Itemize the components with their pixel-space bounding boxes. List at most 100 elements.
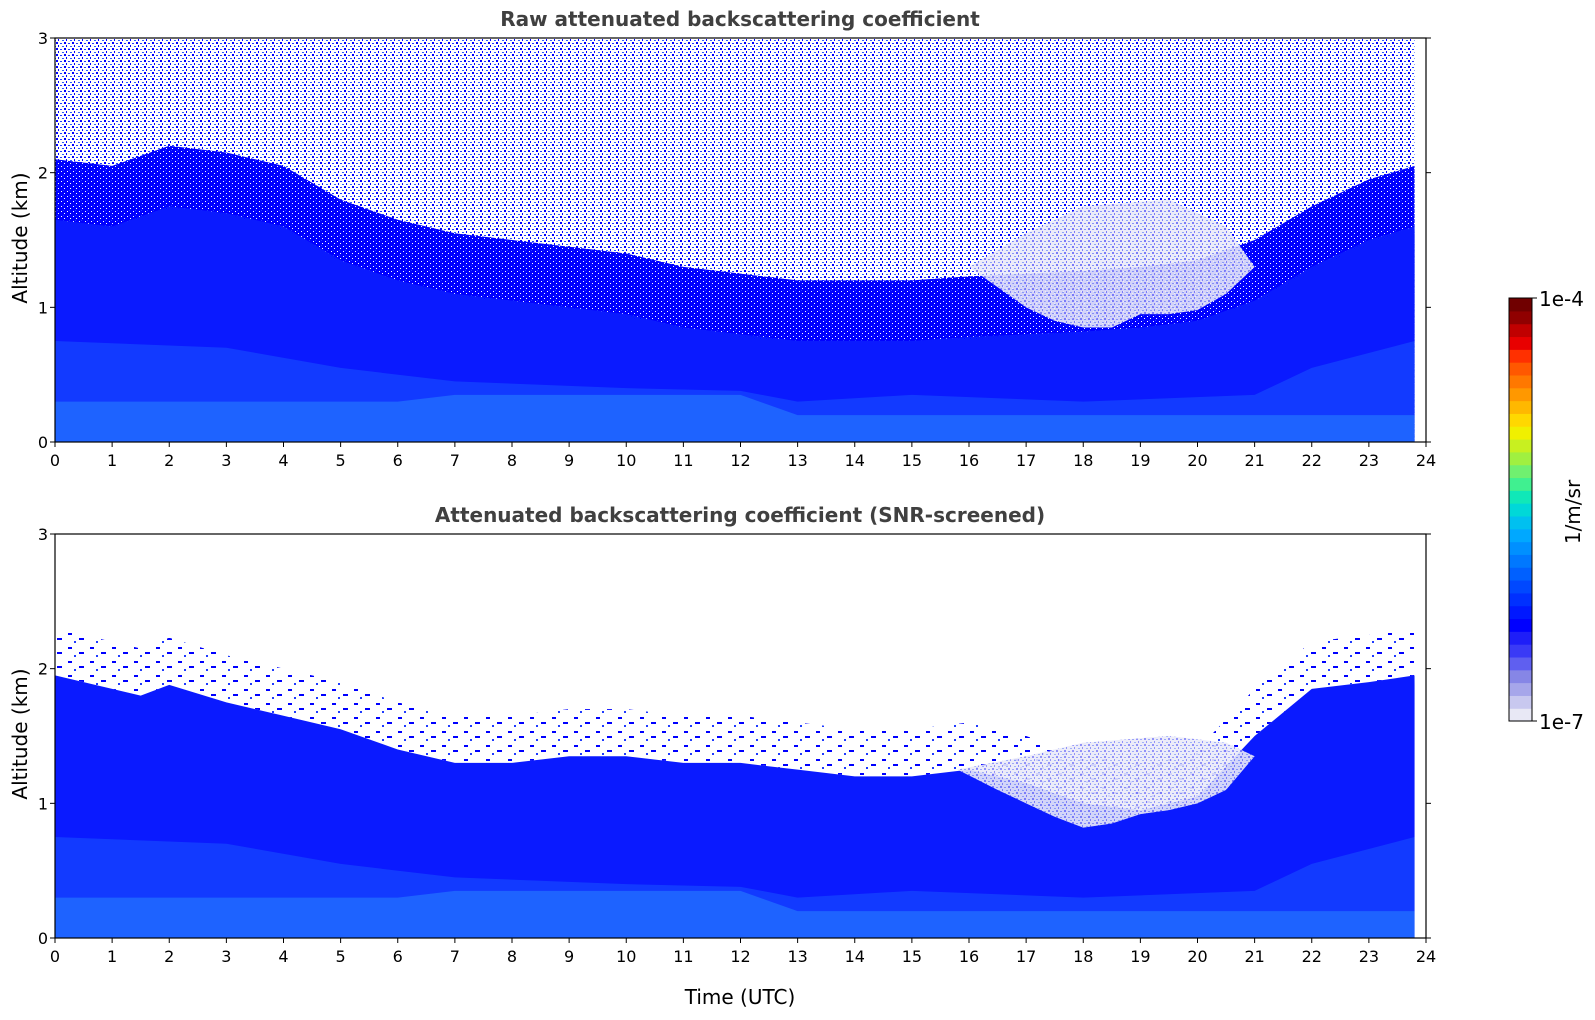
x-tick-label: 0: [50, 947, 60, 966]
surface-aerosol-layer: [55, 394, 1415, 442]
x-tick-label: 9: [564, 451, 574, 470]
x-tick-label: 4: [278, 947, 288, 966]
colorbar-segment: [1509, 426, 1532, 440]
raw-backscatter-panel: Raw attenuated backscattering coefficien…: [8, 7, 1436, 470]
x-tick-label: 1: [107, 451, 117, 470]
x-tick-label: 7: [450, 947, 460, 966]
x-tick-label: 19: [1130, 947, 1150, 966]
x-tick-label: 21: [1244, 947, 1264, 966]
colorbar-segment: [1509, 618, 1532, 632]
x-tick-label: 11: [673, 947, 693, 966]
x-tick-label: 22: [1302, 947, 1322, 966]
colorbar-segment: [1509, 669, 1532, 684]
y-tick-label: 0: [38, 433, 48, 452]
colorbar-segment: [1509, 439, 1532, 453]
colorbar-segment: [1509, 362, 1532, 376]
y-tick-label: 2: [38, 164, 48, 183]
x-tick-label: 16: [959, 451, 979, 470]
raw-panel-title: Raw attenuated backscattering coefficien…: [500, 7, 980, 31]
x-tick-label: 3: [221, 947, 231, 966]
colorbar-frame: [1508, 297, 1533, 722]
screened-backscatter-panel: Attenuated backscattering coefficient (S…: [8, 503, 1436, 1009]
x-tick-label: 6: [393, 947, 403, 966]
colorbar-segment: [1509, 374, 1532, 389]
screened-y-axis-label: Altitude (km): [8, 668, 32, 799]
x-tick-label: 6: [393, 451, 403, 470]
raw-x-axis: 0 1 2 3 4 5 6 7 8 9 10 11 12 13 14 15 16 17 18 19 20 21 22 23 24: [50, 442, 1436, 470]
x-tick-label: 18: [1073, 947, 1093, 966]
x-tick-label: 21: [1244, 451, 1264, 470]
colorbar-segment: [1509, 387, 1532, 402]
x-tick-label: 23: [1359, 947, 1379, 966]
y-tick-label: 1: [38, 298, 48, 317]
x-tick-label: 17: [1016, 451, 1036, 470]
y-tick-label: 0: [38, 929, 48, 948]
colorbar-segment: [1509, 656, 1532, 671]
colorbar-unit-label: 1/m/sr: [1561, 479, 1585, 544]
colorbar-segment: [1509, 323, 1532, 338]
x-tick-label: 16: [959, 947, 979, 966]
x-axis-label: Time (UTC): [684, 985, 796, 1009]
raw-y-axis-label: Altitude (km): [8, 172, 32, 303]
colorbar-segment: [1509, 631, 1532, 645]
colorbar-segment: [1509, 464, 1532, 479]
colorbar-segment: [1509, 515, 1532, 530]
colorbar-segment: [1509, 708, 1532, 722]
x-tick-label: 24: [1416, 947, 1436, 966]
x-tick-label: 8: [507, 947, 517, 966]
x-tick-label: 24: [1416, 451, 1436, 470]
x-tick-label: 5: [336, 947, 346, 966]
colorbar-segment: [1509, 580, 1532, 594]
low-signal-texture: [969, 199, 1255, 328]
surface-aerosol-layer: [55, 890, 1415, 938]
screened-panel-title: Attenuated backscattering coefficient (S…: [435, 503, 1045, 527]
x-tick-label: 5: [336, 451, 346, 470]
x-tick-label: 18: [1073, 451, 1093, 470]
x-tick-label: 2: [164, 451, 174, 470]
x-tick-label: 10: [616, 451, 636, 470]
x-tick-label: 22: [1302, 451, 1322, 470]
colorbar-segment: [1509, 644, 1532, 658]
raw-y-axis: 0 1 2 3: [38, 29, 1431, 452]
x-tick-label: 20: [1187, 947, 1207, 966]
x-tick-label: 19: [1130, 451, 1150, 470]
x-tick-label: 3: [221, 451, 231, 470]
colorbar-min-label: 1e-7: [1539, 710, 1584, 734]
colorbar-segment: [1509, 336, 1532, 350]
colorbar-max-label: 1e-4: [1539, 287, 1584, 311]
x-tick-label: 23: [1359, 451, 1379, 470]
colorbar-segment: [1509, 695, 1532, 709]
x-tick-label: 11: [673, 451, 693, 470]
x-tick-label: 10: [616, 947, 636, 966]
x-tick-label: 0: [50, 451, 60, 470]
colorbar-segment: [1509, 682, 1532, 696]
y-tick-label: 1: [38, 794, 48, 813]
x-tick-label: 15: [902, 947, 922, 966]
colorbar-segment: [1509, 400, 1532, 414]
colorbar-segment: [1509, 413, 1532, 427]
colorbar-segment: [1509, 503, 1532, 517]
screened-heatmap-area: [54, 533, 1427, 939]
x-tick-label: 20: [1187, 451, 1207, 470]
colorbar-segment: [1509, 605, 1532, 620]
y-tick-label: 3: [38, 525, 48, 544]
colorbar-segment: [1509, 554, 1532, 568]
screened-x-axis: 0 1 2 3 4 5 6 7 8 9 10 11 12 13 14 15 16 17 18 19 20 21 22 23 24: [50, 938, 1436, 966]
x-tick-label: 12: [730, 947, 750, 966]
colorbar-segment: [1509, 310, 1532, 325]
colorbar-segment: [1509, 477, 1532, 491]
low-signal-texture: [957, 736, 1255, 828]
x-tick-label: 2: [164, 947, 174, 966]
x-tick-label: 13: [787, 947, 807, 966]
x-tick-label: 9: [564, 947, 574, 966]
x-tick-label: 14: [845, 451, 865, 470]
colorbar-segment: [1509, 490, 1532, 504]
raw-heatmap-area: [54, 37, 1427, 443]
colorbar-scale: [1509, 298, 1532, 722]
screened-y-axis: 0 1 2 3: [38, 525, 1431, 948]
colorbar: 1e-4 1e-7 1/m/sr: [1508, 287, 1585, 734]
colorbar-segment: [1509, 349, 1532, 363]
colorbar-segment: [1509, 451, 1532, 466]
x-tick-label: 1: [107, 947, 117, 966]
